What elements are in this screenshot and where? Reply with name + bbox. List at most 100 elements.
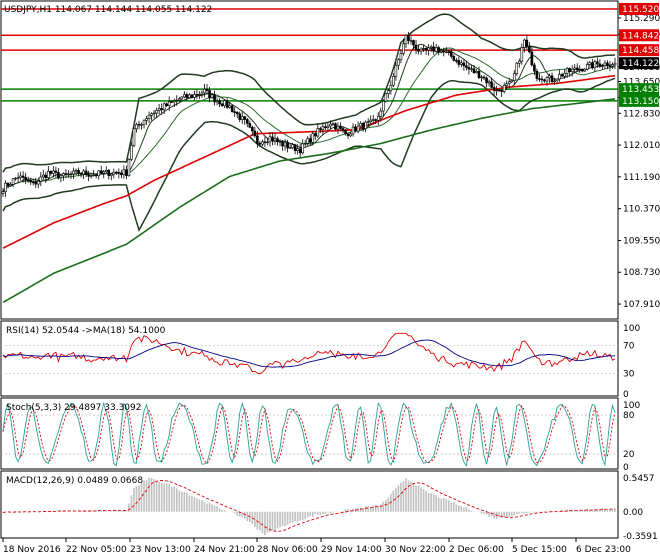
candle-body (36, 180, 40, 185)
candle (376, 112, 380, 126)
candle-body (578, 68, 582, 71)
stoch-tick-label: 80 (623, 411, 635, 421)
candle (387, 88, 390, 99)
candle-body (137, 124, 141, 126)
candle-body (293, 144, 297, 152)
candle-body (26, 179, 30, 182)
candle-body (512, 73, 516, 81)
candle-body (145, 118, 148, 121)
candle-body (84, 170, 88, 176)
candle-body (606, 62, 609, 67)
candle (102, 169, 106, 179)
candle (472, 65, 476, 74)
candle-body (560, 74, 564, 77)
candle-body (306, 138, 310, 144)
candle (331, 122, 335, 126)
candle (381, 99, 385, 117)
candle (523, 38, 526, 53)
candle-body (238, 113, 242, 120)
candle (190, 93, 194, 99)
candle (36, 177, 40, 189)
candle-body (359, 123, 362, 127)
candle (548, 73, 551, 83)
candle-body (208, 90, 211, 99)
candle-body (79, 173, 83, 175)
candle-body (102, 171, 106, 174)
candle-body (490, 81, 493, 88)
candle (125, 165, 128, 180)
candle-body (67, 173, 70, 176)
candle (538, 73, 541, 82)
candle-body (598, 63, 602, 67)
rsi-pane: 100 70 30 0 (1, 324, 640, 400)
candle (573, 64, 577, 74)
candle (555, 78, 559, 85)
candle-body (147, 115, 151, 119)
candle (316, 124, 320, 139)
candle-body (384, 93, 388, 102)
candle (477, 66, 481, 79)
candle (127, 158, 131, 177)
candle-body (243, 116, 247, 120)
candle-body (87, 174, 90, 177)
candle (475, 69, 478, 74)
candle (258, 140, 262, 148)
candle (361, 121, 365, 132)
candle (89, 174, 93, 179)
time-tick-label: 29 Nov 14:00 (321, 545, 382, 555)
candle-body (558, 74, 561, 80)
candle-body (351, 126, 355, 135)
candle-body (429, 46, 433, 49)
candle-body (266, 141, 269, 144)
candle-body (439, 50, 443, 53)
candle-body (62, 173, 65, 177)
candle (389, 80, 393, 95)
candle-body (482, 76, 486, 79)
candle-body (339, 125, 342, 129)
candle (324, 123, 327, 130)
stoch-label: Stoch(5,3,3) 29.4897 33.3092 (6, 403, 141, 413)
time-tick-label: 5 Dec 15:00 (512, 545, 567, 555)
candle-body (41, 174, 45, 178)
candle-body (142, 119, 146, 125)
candle (452, 54, 456, 62)
candle (444, 47, 448, 54)
candle-body (188, 94, 191, 99)
candle (465, 60, 468, 71)
candle-body (475, 71, 478, 74)
candle-body (240, 116, 244, 120)
candle-body (392, 76, 395, 86)
rsi-tick-label: 30 (623, 369, 635, 379)
candle (449, 49, 453, 59)
candle-body (570, 68, 574, 72)
candle-body (203, 88, 206, 94)
candle-body (485, 77, 488, 84)
candle-body (6, 182, 10, 187)
candle-body (296, 148, 299, 152)
macd-pane: 0.5457 0.00 -0.3591 (2, 474, 658, 542)
candle-body (44, 174, 48, 178)
candle (261, 139, 264, 147)
candle (205, 83, 209, 95)
candle-body (497, 89, 501, 92)
level-label-box (619, 2, 659, 15)
macd-pane-frame (0, 470, 619, 539)
candle (122, 165, 126, 179)
candle (177, 96, 181, 102)
candle-body (135, 124, 138, 130)
candle-body (376, 115, 380, 121)
candle-body (530, 51, 534, 66)
candle (366, 118, 370, 127)
candle-body (467, 67, 471, 70)
candle (550, 72, 554, 84)
candle-body (9, 184, 12, 187)
candle-body (553, 80, 556, 82)
candle-body (273, 138, 277, 142)
stoch-pane-frame (0, 397, 619, 470)
candle (339, 122, 342, 132)
candle-body (389, 84, 393, 91)
candle (152, 109, 156, 119)
candle (344, 129, 347, 136)
candle-body (130, 144, 133, 160)
candle-body (525, 39, 529, 47)
